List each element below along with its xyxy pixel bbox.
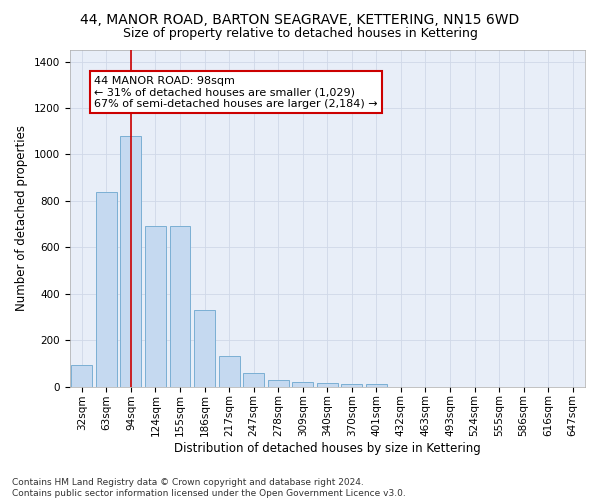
Bar xyxy=(194,310,215,386)
X-axis label: Distribution of detached houses by size in Kettering: Distribution of detached houses by size … xyxy=(174,442,481,455)
Bar xyxy=(366,384,387,386)
Bar xyxy=(317,383,338,386)
Text: 44, MANOR ROAD, BARTON SEAGRAVE, KETTERING, NN15 6WD: 44, MANOR ROAD, BARTON SEAGRAVE, KETTERI… xyxy=(80,12,520,26)
Text: 44 MANOR ROAD: 98sqm
← 31% of detached houses are smaller (1,029)
67% of semi-de: 44 MANOR ROAD: 98sqm ← 31% of detached h… xyxy=(94,76,377,108)
Bar xyxy=(71,364,92,386)
Bar xyxy=(145,226,166,386)
Bar xyxy=(243,372,264,386)
Bar xyxy=(96,192,117,386)
Text: Size of property relative to detached houses in Kettering: Size of property relative to detached ho… xyxy=(122,28,478,40)
Bar xyxy=(341,384,362,386)
Bar xyxy=(121,136,142,386)
Bar xyxy=(292,382,313,386)
Bar xyxy=(268,380,289,386)
Bar xyxy=(218,356,239,386)
Text: Contains HM Land Registry data © Crown copyright and database right 2024.
Contai: Contains HM Land Registry data © Crown c… xyxy=(12,478,406,498)
Y-axis label: Number of detached properties: Number of detached properties xyxy=(15,126,28,312)
Bar xyxy=(170,226,190,386)
